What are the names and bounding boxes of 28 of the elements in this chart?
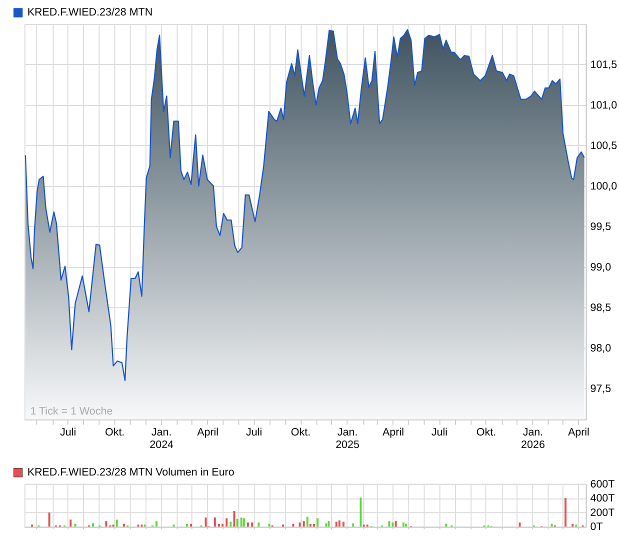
- y-tick-label: 97,5: [590, 383, 612, 396]
- y-tick-label: 101,0: [590, 99, 618, 112]
- x-tick-label: April: [568, 426, 590, 439]
- x-tick-label: Juli: [431, 426, 448, 439]
- x-tick-label: April: [197, 426, 219, 439]
- x-tick-label: Juli: [60, 426, 76, 439]
- y-tick-label: 98,0: [590, 342, 612, 355]
- y-tick-label: 100,0: [590, 180, 618, 192]
- x-tick-label: Okt.: [476, 426, 496, 439]
- x-tick-label: April: [382, 426, 404, 439]
- y-tick-label: 99,0: [590, 261, 612, 274]
- y-tick-label: 200T: [590, 506, 616, 519]
- legend-label: KRED.F.WIED.23/28 MTN: [27, 6, 153, 19]
- y-tick-label: 98,5: [590, 302, 612, 314]
- x-tick-label: Okt.: [104, 426, 125, 439]
- y-tick-label: 101,5: [590, 58, 618, 71]
- y-tick-label: 600T: [590, 478, 616, 490]
- annotation: 1 Tick = 1 Woche: [30, 406, 113, 418]
- legend-label: KRED.F.WIED.23/28 MTN Volumen in Euro: [27, 466, 234, 479]
- x-tick-label: Jan. 2025: [336, 426, 360, 452]
- y-tick-label: 400T: [590, 492, 616, 505]
- x-tick-label: Juli: [246, 426, 262, 439]
- x-tick-label: Jan. 2024: [150, 426, 174, 452]
- y-tick-label: 99,5: [590, 220, 612, 233]
- x-tick-label: Jan. 2026: [521, 426, 545, 452]
- x-tick-label: Okt.: [290, 426, 311, 439]
- y-tick-label: 100,5: [590, 140, 618, 152]
- y-tick-label: 0T: [590, 521, 604, 534]
